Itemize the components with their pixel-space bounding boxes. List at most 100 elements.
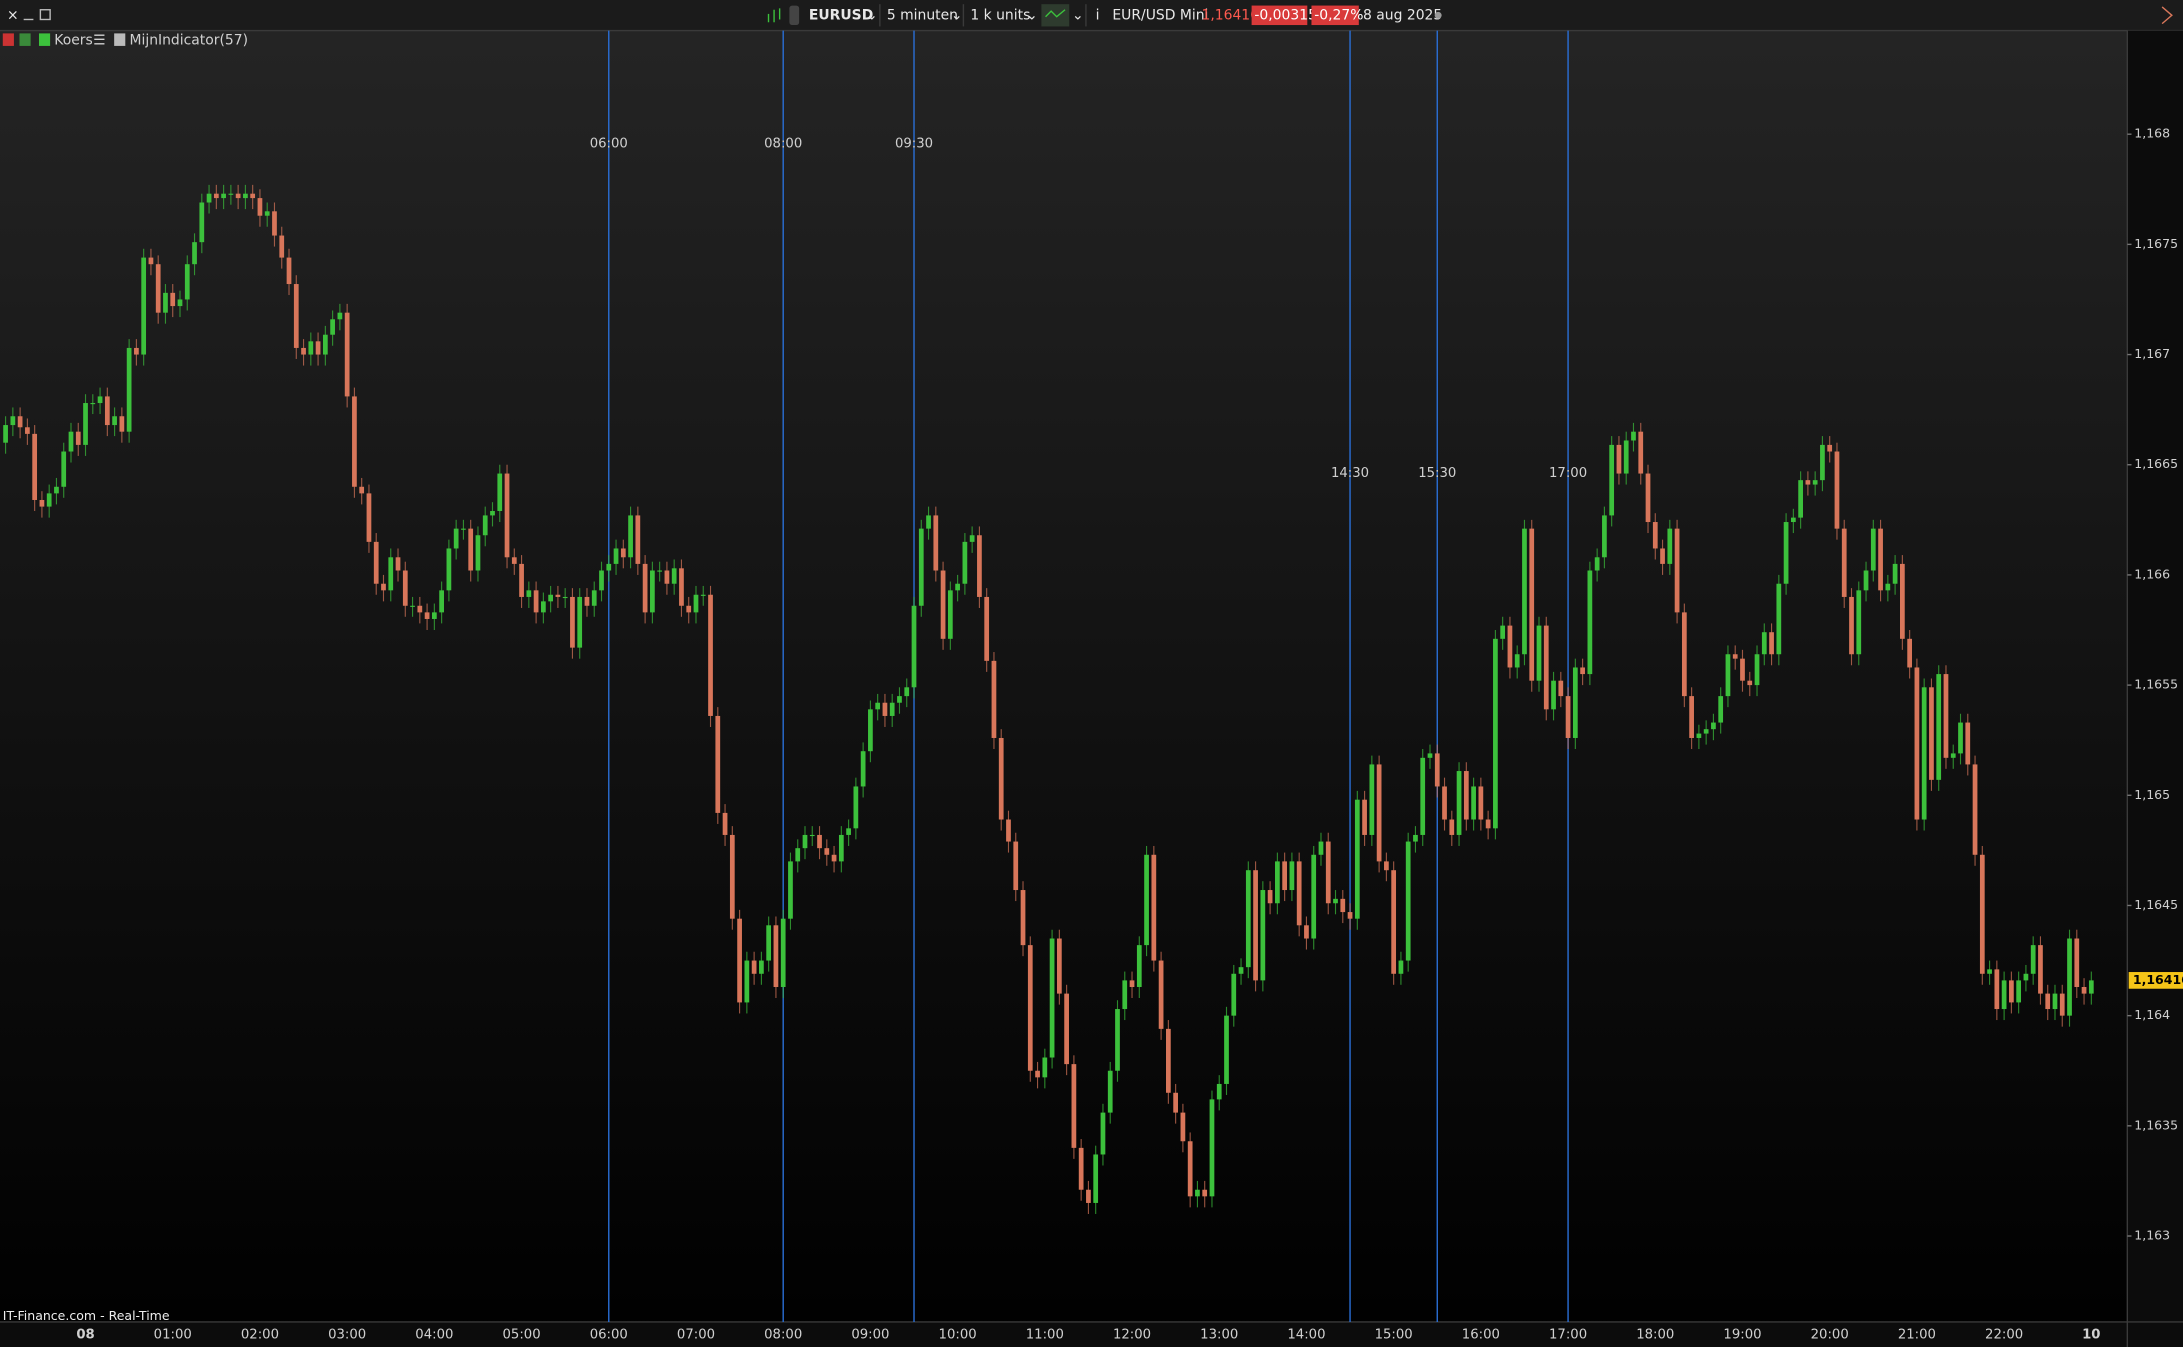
koers-swatch [38,33,51,46]
candle-body [1681,612,1687,697]
candle-body [1115,1009,1120,1071]
date: 8 aug 2025 [1363,7,1442,23]
candle-body [1282,861,1288,891]
x-tick-label: 10:00 [939,1327,977,1342]
candle-body [293,284,299,348]
candle-body [729,834,735,919]
candle-body [1514,654,1520,668]
candle-body [1500,625,1506,639]
candle-body [1950,753,1956,758]
order-size[interactable]: 1 k units [970,7,1030,23]
candle-body [875,702,881,710]
maximize-button[interactable] [39,9,51,21]
candle-body [1013,841,1019,891]
candle-body [1493,638,1498,829]
candle-body [2001,980,2007,1010]
last-price: 1,16416 [1201,7,1259,23]
candle-body [519,563,524,597]
info-icon[interactable]: i [1096,7,1100,23]
candle-body [54,486,59,494]
candle-body [1456,771,1462,835]
legend-item[interactable]: MijnIndicator(57) [129,32,248,48]
legend-icon[interactable] [19,33,31,46]
candle-body [693,594,699,613]
sync-icon[interactable] [2161,6,2173,25]
candle-body [1878,528,1883,591]
legend-item[interactable]: Koers [54,32,92,48]
x-tick-label: 15:00 [1375,1327,1413,1342]
y-tick-label: 1,165 [2134,787,2170,802]
candle-body [657,570,663,572]
candle-body [1253,870,1258,981]
candle-body [1558,680,1564,697]
candle-body [853,786,859,829]
candle-body [1885,583,1891,591]
candle-body [780,918,786,987]
candle-body [1056,938,1062,994]
legend-icon[interactable] [2,33,14,46]
candle-body [897,696,902,703]
candle-body [1325,841,1331,904]
candle-body [511,557,517,564]
candle-body [1318,841,1324,855]
candle-body [1798,480,1803,518]
candle-body [1478,786,1484,820]
dropdown-arrow[interactable]: ⌄ [1072,7,1084,23]
y-tick-label: 1,1665 [2134,456,2178,471]
candle-body [264,211,270,216]
candle-body [1173,1092,1178,1113]
candle-body [817,834,822,849]
x-tick-label: 21:00 [1898,1327,1936,1342]
dropdown-arrow[interactable]: ⌄ [1026,7,1038,23]
y-tick-label: 1,1675 [2134,236,2178,251]
symbol[interactable]: EURUSD [809,7,873,23]
candle-body [1929,687,1934,780]
candle-body [831,854,837,862]
x-tick-label: 03:00 [328,1327,366,1342]
candle-body [1333,898,1338,904]
candle-body [2088,980,2094,994]
candle-body [802,834,808,849]
candle-body [1347,912,1353,919]
candle-body [3,425,8,443]
candle-body [2038,945,2043,994]
candle-body [286,257,292,285]
candle-body [548,594,554,602]
chart-type-icon[interactable] [767,8,781,23]
candle-body [722,812,728,835]
toolbar [0,0,2183,31]
candle-body [1042,1057,1048,1078]
candle-body [947,590,953,639]
candle-body [1907,638,1913,668]
y-tick-label: 1,166 [2134,566,2170,581]
candle-body [381,583,386,591]
x-tick-label: 04:00 [415,1327,453,1342]
x-tick-label: 10 [2082,1327,2100,1342]
candle-body [541,601,546,613]
candle-body [809,834,815,837]
close-button[interactable]: × [7,7,19,23]
candle-body [2016,980,2022,1003]
dropdown-arrow[interactable]: ⌄ [866,7,878,23]
x-tick-label: 17:00 [1549,1327,1587,1342]
candle-body [453,528,459,549]
candle-body [1718,696,1724,723]
candle-body [1696,733,1702,738]
candle-body [955,583,960,591]
timeframe[interactable]: 5 minuten [887,7,958,23]
candle-body [1107,1070,1113,1113]
candle-body [1754,654,1760,686]
candle-body [1936,674,1942,780]
candle-body [221,193,226,199]
candle-body [308,341,314,355]
candle-body [1790,517,1796,523]
candle-body [272,211,277,236]
candle-body [1834,451,1840,529]
candle-body [533,590,539,613]
x-tick-label: 18:00 [1636,1327,1674,1342]
dropdown-arrow[interactable]: ⌄ [951,7,963,23]
x-tick-label: 12:00 [1113,1327,1151,1342]
candle-body [671,568,677,584]
change-pct-box [1311,5,1359,26]
list-icon[interactable]: ☰ [93,32,105,48]
